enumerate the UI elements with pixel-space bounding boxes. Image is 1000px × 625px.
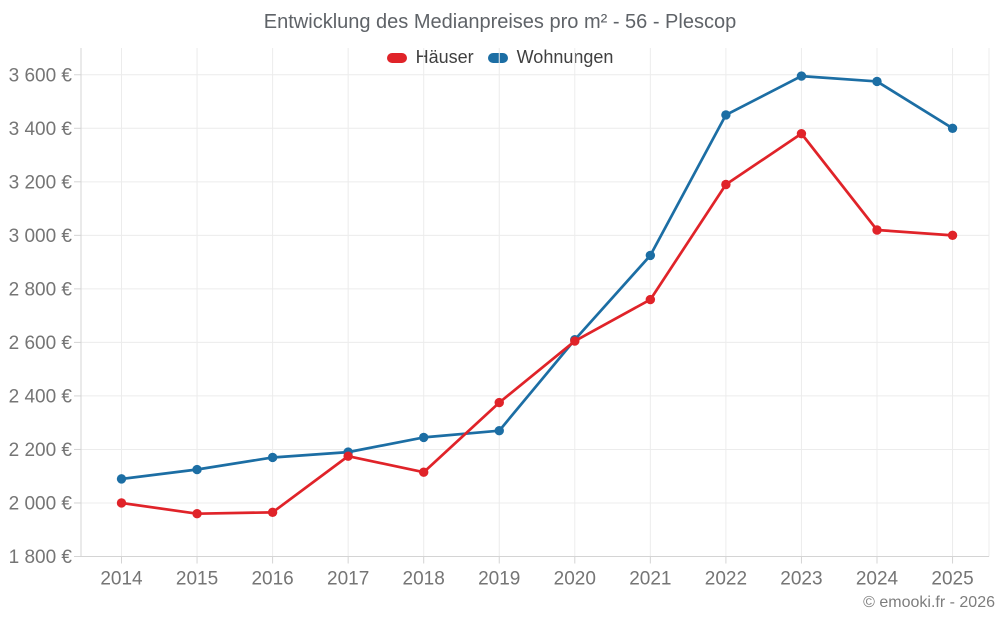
data-point [419, 467, 429, 477]
data-point [192, 464, 202, 475]
y-axis-label: 2 400 € [9, 386, 73, 407]
y-axis-label: 3 000 € [9, 226, 73, 247]
data-point [267, 452, 278, 463]
x-axis-label: 2017 [327, 569, 369, 590]
data-point [192, 508, 202, 519]
haeuser-series-swatch-icon [386, 52, 407, 63]
y-axis-label: 2 200 € [9, 440, 73, 461]
x-axis-label: 2020 [554, 569, 596, 590]
data-point [343, 451, 353, 461]
x-axis-label: 2023 [780, 569, 822, 590]
data-point [419, 432, 429, 443]
legend-label-haeuser: Häuser [415, 47, 474, 67]
data-point [796, 128, 807, 139]
legend-label-wohnungen: Wohnungen [516, 47, 614, 67]
copyright: © emooki.fr - 2026 [863, 594, 995, 611]
series-line [121, 132, 953, 516]
x-axis-label: 2022 [705, 569, 747, 590]
data-point [721, 110, 731, 120]
wohnungen-series-swatch-icon [487, 52, 508, 63]
chart-title: Entwicklung des Medianpreises pro m² - 5… [263, 11, 737, 33]
x-axis-label: 2015 [176, 569, 218, 590]
data-point [116, 498, 127, 508]
data-point [796, 71, 807, 81]
data-point [645, 294, 656, 305]
y-axis-label: 2 000 € [9, 493, 73, 514]
x-axis-label: 2019 [478, 569, 520, 590]
x-axis-label: 2016 [251, 569, 293, 590]
data-point [872, 225, 882, 235]
data-point [721, 179, 731, 190]
y-axis-label: 3 400 € [9, 119, 73, 140]
data-point [494, 426, 504, 436]
legend-item-wohnungen[interactable]: Wohnungen [487, 47, 614, 68]
chart-legend: Häuser Wohnungen [0, 47, 1000, 68]
data-point [947, 230, 958, 241]
y-axis-label: 2 600 € [9, 333, 73, 354]
x-axis-label: 2021 [629, 569, 671, 590]
data-point [116, 474, 127, 484]
y-axis-label: 3 200 € [9, 172, 73, 193]
data-point [645, 250, 656, 261]
y-axis-label: 1 800 € [9, 547, 73, 568]
series-line [121, 74, 954, 481]
x-axis-label: 2014 [100, 569, 143, 590]
data-point [267, 507, 278, 518]
data-point [494, 397, 504, 408]
data-point [947, 123, 958, 133]
y-axis-label: 2 800 € [9, 279, 73, 300]
x-axis-label: 2024 [856, 569, 899, 590]
x-axis-label: 2025 [931, 569, 973, 590]
y-axis-label: 3 600 € [9, 65, 73, 86]
data-point [570, 336, 580, 346]
x-axis-label: 2018 [403, 569, 445, 590]
legend-item-haeuser[interactable]: Häuser [386, 47, 474, 68]
data-point [872, 76, 882, 87]
